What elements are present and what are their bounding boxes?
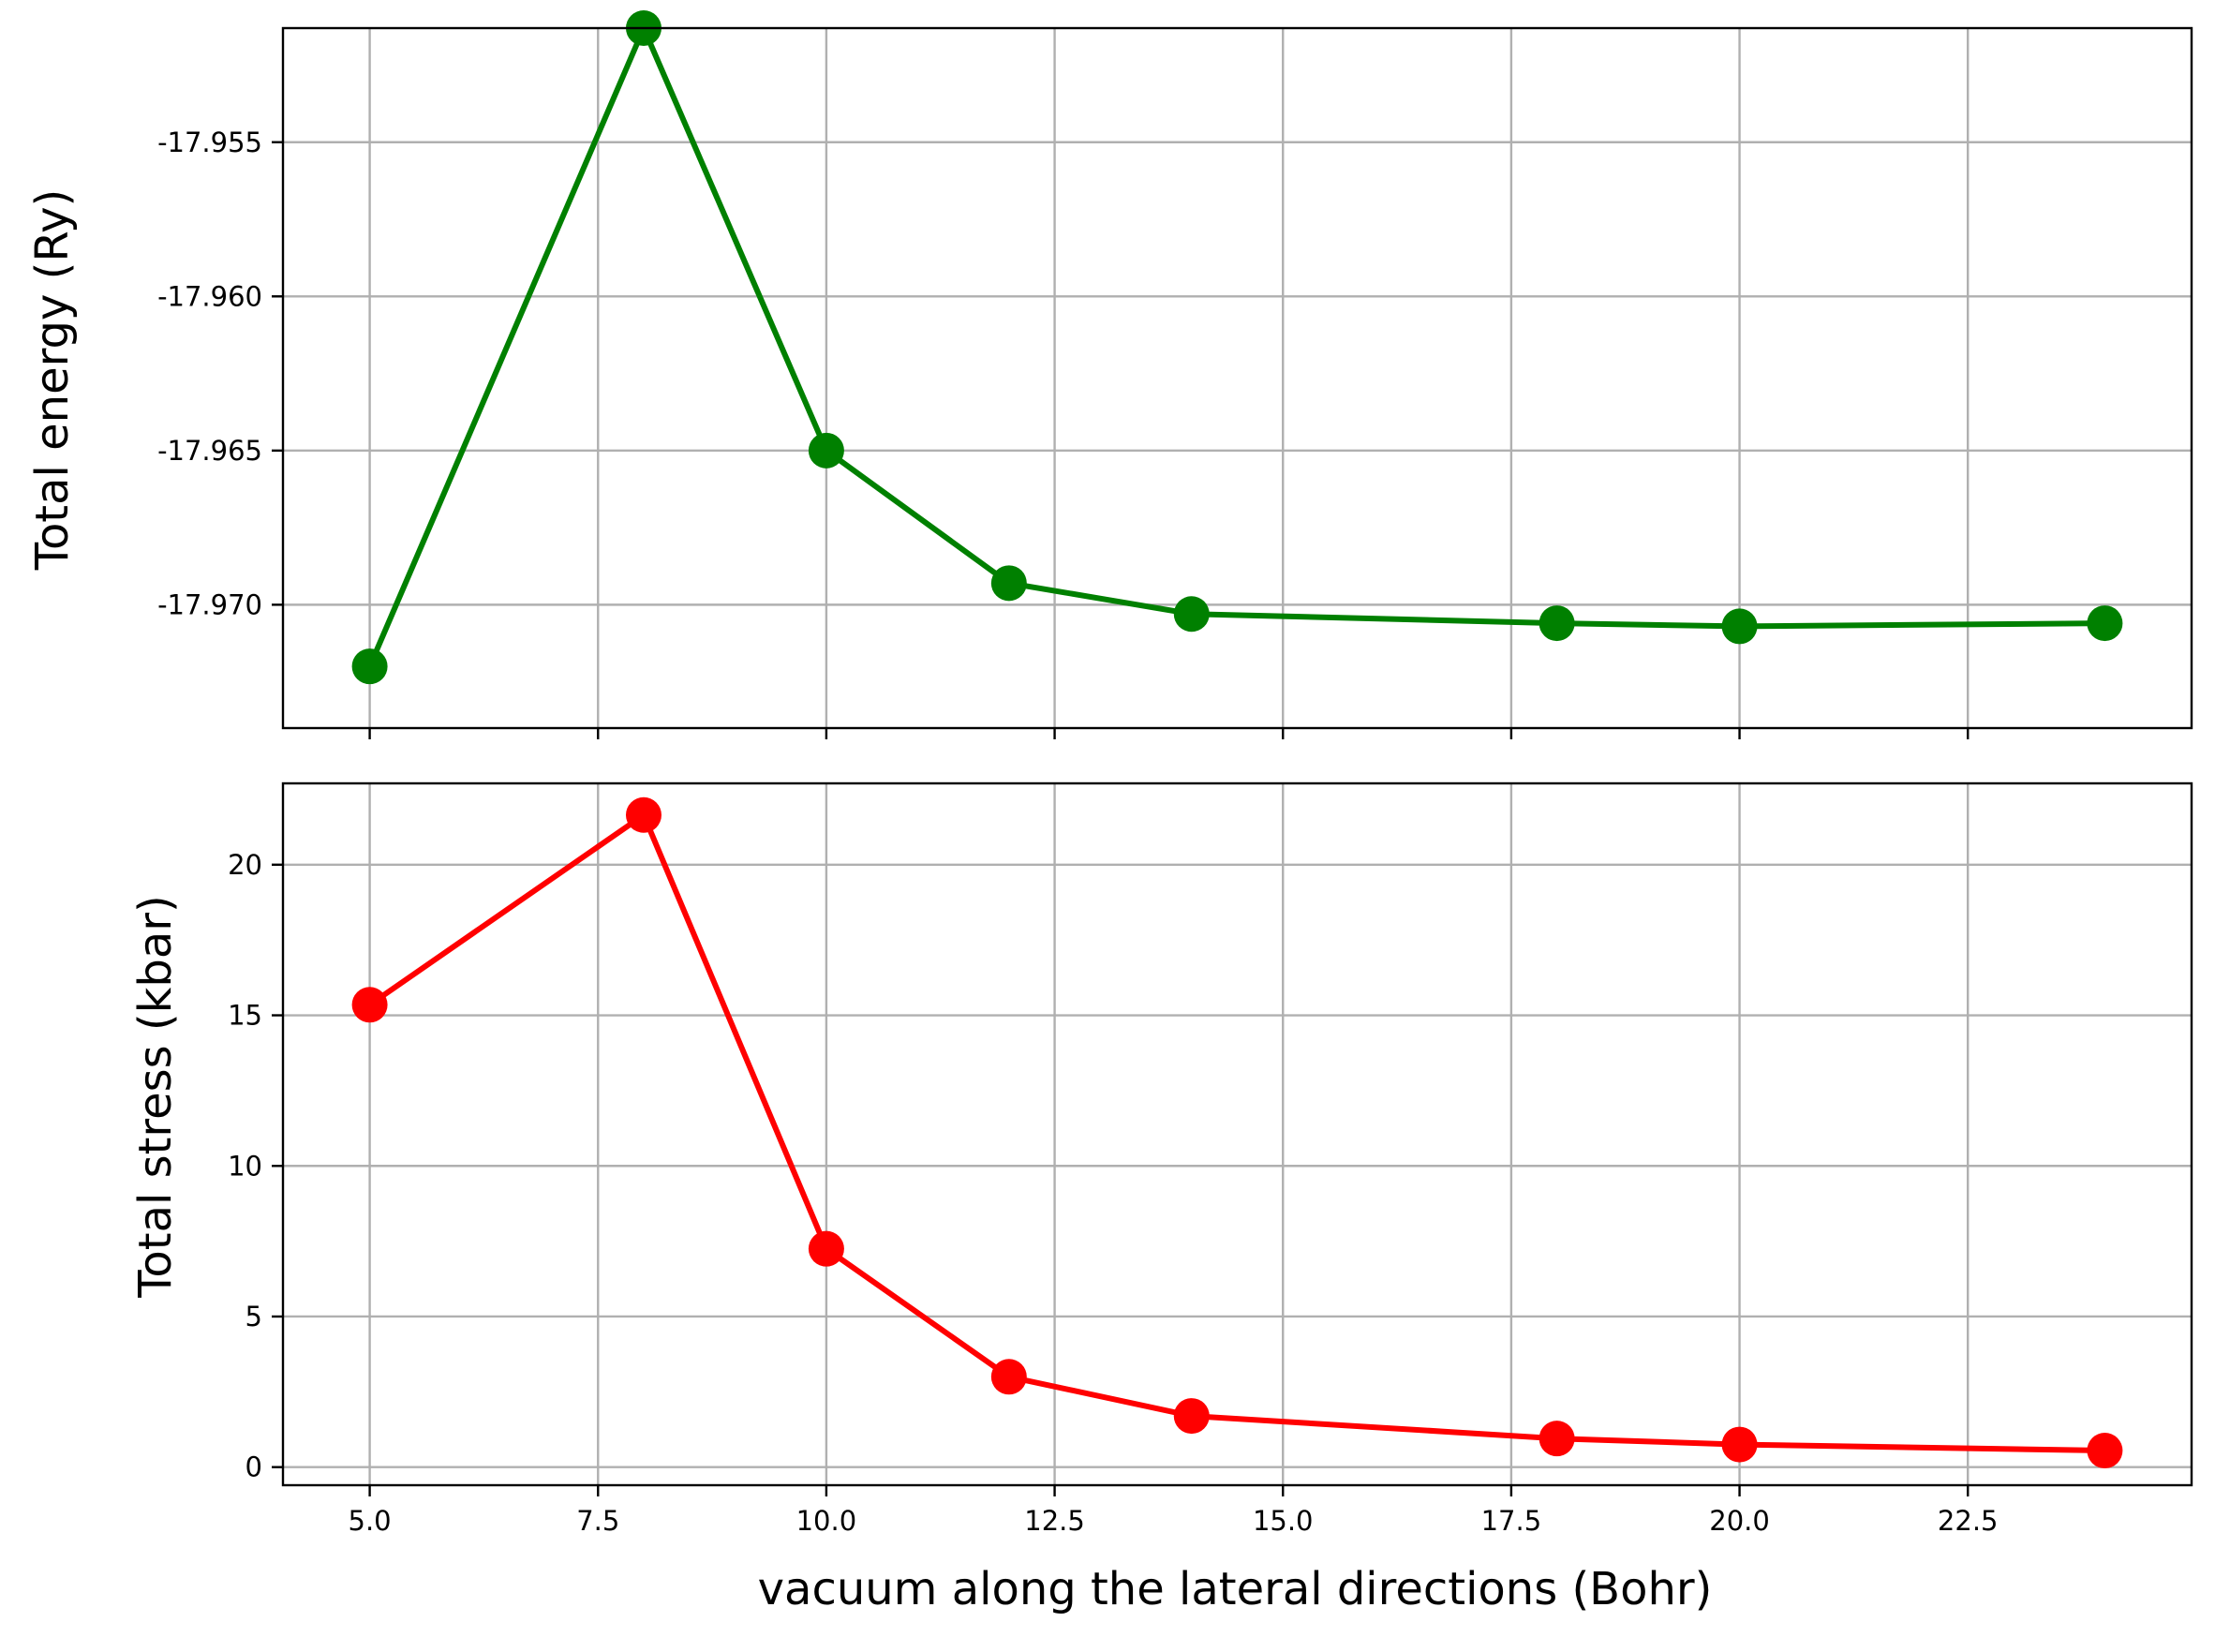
stress-data-point <box>808 1230 844 1267</box>
stress-x-tick-label: 15.0 <box>1253 1505 1314 1537</box>
x-axis-label: vacuum along the lateral directions (Boh… <box>758 1563 1713 1615</box>
energy-y-tick-label: -17.965 <box>157 435 262 467</box>
energy-data-point <box>1173 596 1210 633</box>
energy-axes-frame <box>281 26 2193 730</box>
stress-series-line <box>366 811 2108 1453</box>
stress-data-point <box>625 796 662 833</box>
energy-y-axis-label: Total energy (Ry) <box>26 189 79 571</box>
energy-series-line <box>366 25 2108 670</box>
stress-y-axis-label: Total stress (kbar) <box>129 895 182 1299</box>
energy-data-point <box>1721 608 1758 645</box>
stress-x-tick-label: 17.5 <box>1481 1505 1542 1537</box>
stress-y-tick-label: 5 <box>245 1301 262 1332</box>
energy-y-tick-label: -17.970 <box>157 588 262 620</box>
stress-panel: 5.0 7.5 10.0 12.5 15.0 17.5 20.0 22.5 0 5 10 15 20 <box>228 781 2193 1537</box>
stress-axes-frame <box>281 781 2193 1487</box>
energy-data-point <box>808 432 844 469</box>
stress-x-tick-label: 5.0 <box>349 1505 392 1537</box>
energy-data-point <box>990 565 1027 602</box>
stress-y-tick-label: 10 <box>228 1150 262 1182</box>
stress-data-point <box>1721 1426 1758 1463</box>
stress-data-point <box>2087 1433 2123 1469</box>
stress-data-point <box>1173 1398 1210 1435</box>
stress-y-tick-label: 0 <box>245 1451 262 1483</box>
energy-data-point <box>2087 605 2123 642</box>
energy-data-point <box>351 648 388 685</box>
stress-x-tick-label: 7.5 <box>576 1505 619 1537</box>
stress-data-point <box>990 1359 1027 1395</box>
stress-x-tick-label: 22.5 <box>1938 1505 1999 1537</box>
stress-x-tick-label: 12.5 <box>1024 1505 1085 1537</box>
stress-data-point <box>1539 1421 1575 1457</box>
stress-data-point <box>351 987 388 1023</box>
energy-y-tick-label: -17.960 <box>157 280 262 312</box>
energy-y-tick-label: -17.955 <box>157 127 262 158</box>
energy-data-point <box>1539 605 1575 642</box>
stress-y-tick-label: 20 <box>228 849 262 881</box>
stress-x-tick-label: 20.0 <box>1709 1505 1770 1537</box>
stress-y-tick-label: 15 <box>228 1000 262 1032</box>
stress-x-tick-label: 10.0 <box>796 1505 857 1537</box>
energy-panel: -17.970 -17.965 -17.960 -17.955 <box>157 10 2193 739</box>
